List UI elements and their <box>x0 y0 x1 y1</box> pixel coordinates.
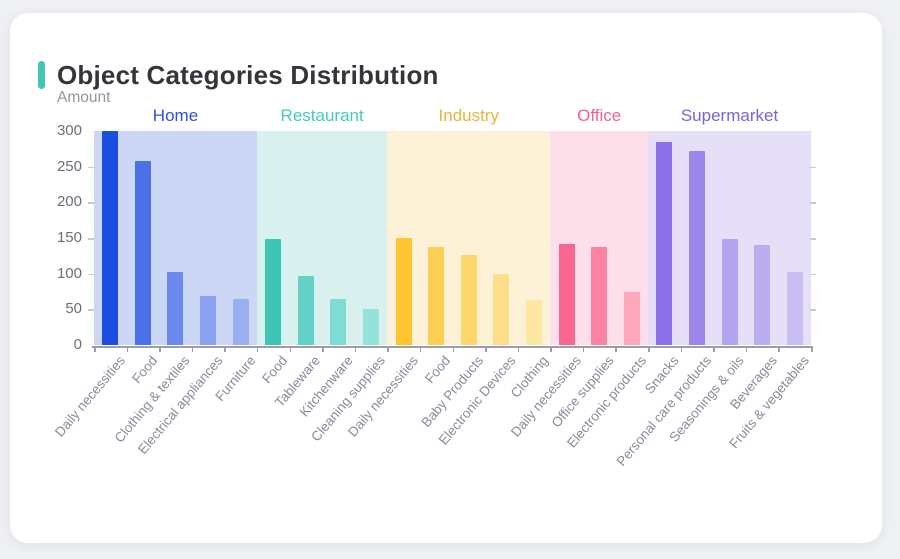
bar-home-electrical-appliances[interactable] <box>200 295 217 345</box>
group-label-home: Home <box>152 106 199 125</box>
y-axis-tick-left <box>88 273 94 276</box>
bar-restaurant-kitchenware[interactable] <box>330 298 347 345</box>
x-axis-tick <box>354 346 357 352</box>
bar-supermarket-fruits-vegetables[interactable] <box>786 272 803 345</box>
y-axis-tick-right <box>810 273 816 276</box>
y-axis-tick-left <box>88 238 94 240</box>
x-axis-label-daily-necessities: Daily necessities <box>51 353 128 440</box>
x-axis-tick <box>224 346 226 352</box>
bar-home-furniture[interactable] <box>232 299 249 345</box>
x-axis-tick <box>419 346 422 352</box>
y-axis-tick-label-50: 50 <box>65 300 82 318</box>
group-label-supermarket: Supermarket <box>680 106 779 125</box>
y-axis-tick-right <box>810 238 816 240</box>
x-axis-tick <box>94 346 96 352</box>
bar-home-food[interactable] <box>134 160 151 345</box>
bar-home-daily-necessities[interactable] <box>102 131 119 345</box>
bar-office-daily-necessities[interactable] <box>558 243 575 345</box>
y-axis-tick-right <box>810 309 816 311</box>
bar-home-clothing-textiles[interactable] <box>167 271 184 345</box>
y-axis-tick-label-300: 300 <box>56 122 82 139</box>
bar-industry-electronic-devices[interactable] <box>493 273 510 345</box>
bar-industry-baby-products[interactable] <box>460 255 477 345</box>
x-axis-tick <box>648 346 650 352</box>
bar-supermarket-seasonings-oils[interactable] <box>721 239 738 345</box>
x-axis-tick <box>582 346 585 352</box>
x-axis-tick <box>387 346 389 352</box>
x-axis-tick <box>680 346 683 352</box>
bar-industry-food[interactable] <box>428 246 445 345</box>
y-axis-tick-label-0: 0 <box>73 336 82 353</box>
bar-office-office-supplies[interactable] <box>591 246 608 345</box>
bar-supermarket-snacks[interactable] <box>656 141 673 345</box>
bar-industry-clothing[interactable] <box>525 300 542 345</box>
x-axis-tick <box>745 346 748 352</box>
y-axis-tick-left <box>88 202 94 204</box>
x-axis-tick <box>256 346 259 352</box>
group-label-office: Office <box>577 106 622 125</box>
x-axis-tick <box>517 346 520 352</box>
x-axis-tick <box>322 346 324 352</box>
y-axis-tick-label-250: 250 <box>56 157 82 175</box>
bar-restaurant-tableware[interactable] <box>297 275 314 345</box>
y-axis-tick-label-150: 150 <box>56 229 82 246</box>
y-axis-title: Amount <box>57 89 111 106</box>
y-axis-tick-left <box>88 309 94 311</box>
x-axis-tick <box>615 346 617 352</box>
y-axis-tick-label-100: 100 <box>56 264 82 282</box>
bar-restaurant-cleaning-supplies[interactable] <box>363 308 380 345</box>
y-axis-tick-left <box>88 166 94 169</box>
group-label-industry: Industry <box>438 106 500 125</box>
bar-industry-daily-necessities[interactable] <box>395 238 412 345</box>
bar-restaurant-food[interactable] <box>265 239 282 345</box>
x-axis-tick <box>159 346 161 352</box>
x-axis-tick <box>485 346 487 352</box>
x-axis-tick <box>452 346 454 352</box>
x-axis-tick <box>778 346 780 352</box>
x-axis-tick <box>713 346 715 352</box>
chart-header: Object Categories Distribution <box>38 60 439 90</box>
x-axis-tick <box>811 346 813 352</box>
y-axis-tick-right <box>810 202 816 204</box>
x-axis-tick <box>126 346 129 352</box>
bar-office-electronic-products[interactable] <box>623 291 640 345</box>
x-axis-label-food: Food <box>422 353 454 387</box>
bar-supermarket-beverages[interactable] <box>754 245 771 345</box>
x-axis-tick <box>289 346 292 352</box>
x-axis-tick <box>550 346 552 352</box>
y-axis-tick-label-200: 200 <box>56 193 82 211</box>
title-accent-bar <box>38 61 45 89</box>
x-axis-tick <box>191 346 194 352</box>
group-label-restaurant: Restaurant <box>280 106 364 125</box>
chart-title: Object Categories Distribution <box>57 59 439 90</box>
y-axis-tick-right <box>810 166 816 169</box>
bar-supermarket-personal-care-products[interactable] <box>688 150 705 345</box>
